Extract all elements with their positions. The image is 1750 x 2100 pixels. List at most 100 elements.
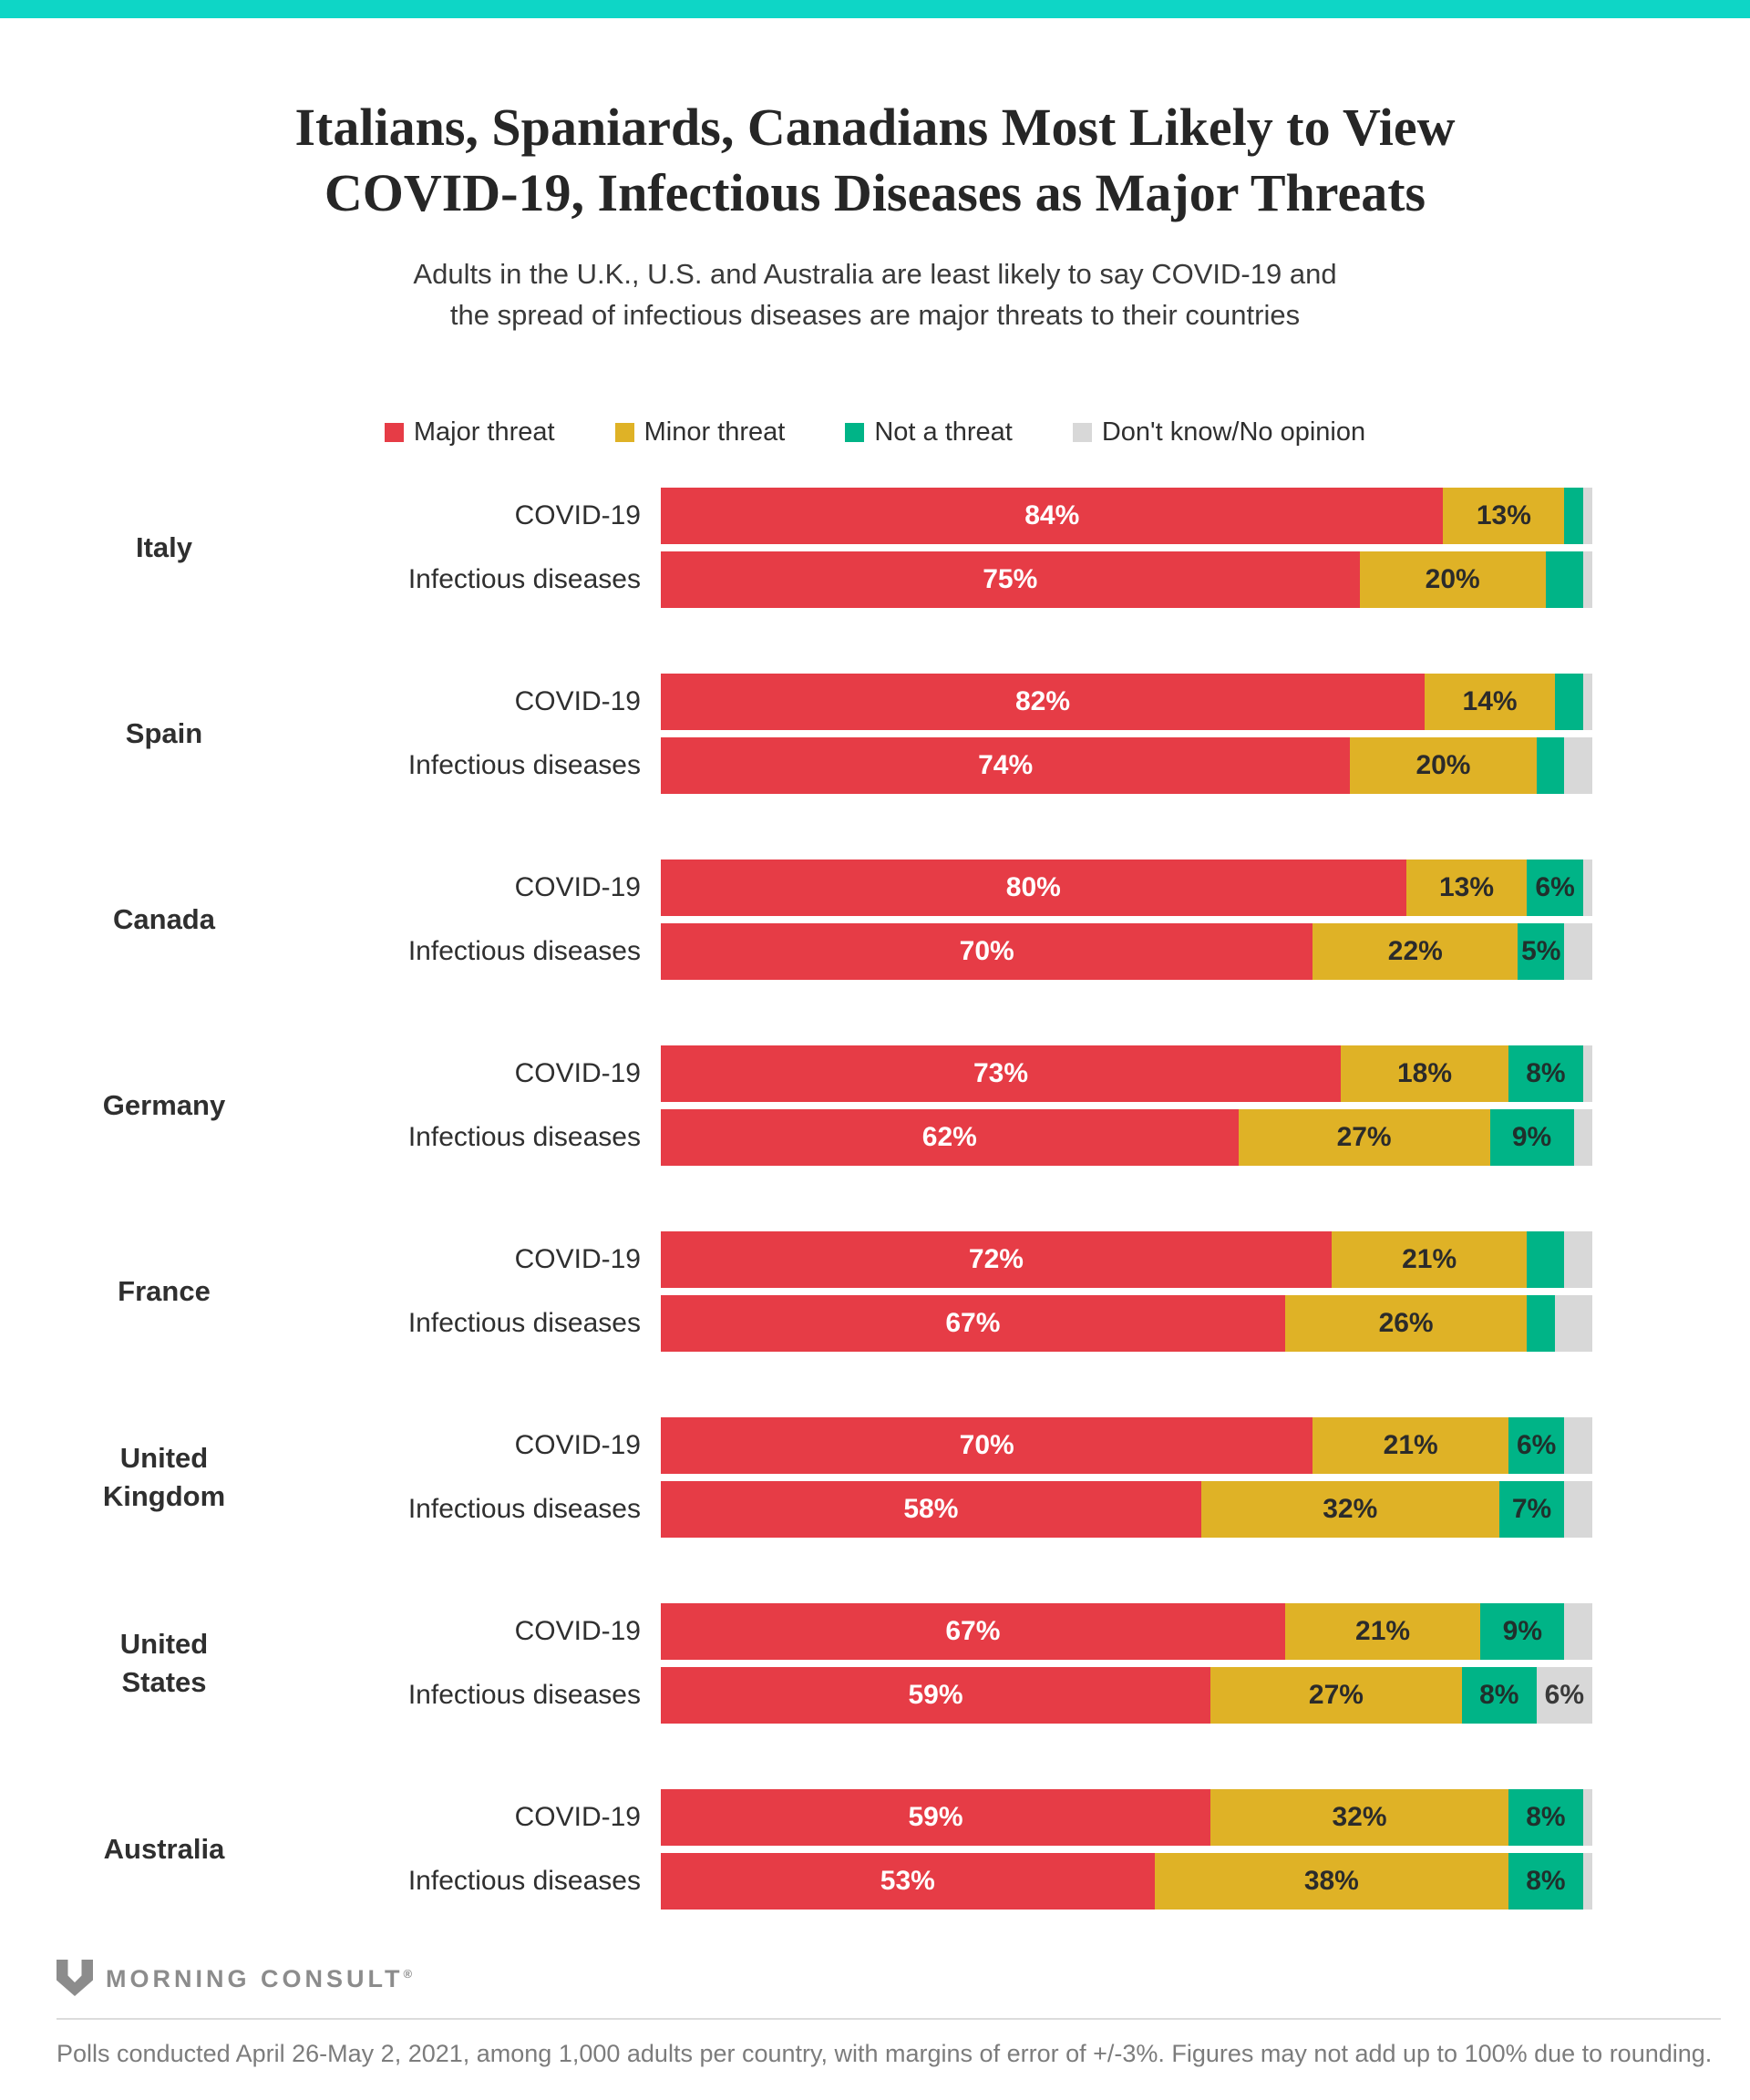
segment-minor: 27% (1210, 1667, 1462, 1724)
segment-minor: 13% (1443, 488, 1565, 545)
segment-major: 75% (661, 551, 1360, 609)
country-group-united-kingdom: United Kingdom COVID-19 70% 21% 6% Infectious … (0, 1417, 1750, 1539)
stacked-bar-chart: Italy COVID-19 84% 13% Infectious diseases 75… (0, 488, 1750, 1910)
bar-track: 72% 21% (661, 1231, 1592, 1289)
segment-dont_know (1582, 1853, 1592, 1910)
segment-minor: 22% (1312, 923, 1518, 981)
legend-item-not-a-threat: Not a threat (845, 417, 1013, 448)
segment-major: 73% (661, 1045, 1342, 1103)
segment-dont_know (1573, 1109, 1592, 1167)
segment-dont_know (1582, 551, 1592, 609)
bar-row-covid-19: COVID-19 67% 21% 9% (328, 1603, 1592, 1661)
segment-dont_know (1582, 860, 1592, 917)
segment-minor: 18% (1341, 1045, 1508, 1103)
bar-track: 75% 20% (661, 551, 1592, 609)
row-label: COVID-19 (514, 500, 641, 531)
bar-row-infectious-diseases: Infectious diseases 59% 27% 8% 6% (328, 1667, 1592, 1724)
morning-consult-mark-icon (57, 1960, 93, 1996)
bar-row-infectious-diseases: Infectious diseases 53% 38% 8% (328, 1853, 1592, 1910)
segment-not_threat: 7% (1498, 1481, 1565, 1539)
row-label: Infectious diseases (407, 750, 641, 781)
segment-major: 67% (661, 1603, 1285, 1661)
segment-not_threat: 6% (1527, 860, 1583, 917)
legend-swatch-not-threat (845, 423, 865, 443)
bar-row-covid-19: COVID-19 84% 13% (328, 488, 1592, 545)
row-label: COVID-19 (514, 1616, 641, 1647)
segment-not_threat (1527, 1231, 1565, 1289)
segment-not_threat: 9% (1480, 1603, 1565, 1661)
bar-track: 67% 21% 9% (661, 1603, 1592, 1661)
segment-not_threat: 8% (1461, 1667, 1537, 1724)
legend-item-minor-threat: Minor threat (614, 417, 785, 448)
segment-not_threat (1564, 488, 1583, 545)
segment-not_threat: 8% (1508, 1853, 1583, 1910)
segment-major: 80% (661, 860, 1406, 917)
segment-dont_know (1564, 737, 1592, 795)
chart-subtitle-line2: the spread of infectious diseases are ma… (449, 299, 1301, 332)
bar-track: 70% 22% 5% (661, 923, 1592, 981)
row-label: Infectious diseases (407, 1866, 641, 1897)
row-label: Infectious diseases (407, 1308, 641, 1339)
segment-major: 74% (661, 737, 1351, 795)
country-label: Spain (125, 717, 203, 750)
row-label: COVID-19 (514, 686, 641, 717)
country-group-spain: Spain COVID-19 82% 14% Infectious diseases 74… (0, 674, 1750, 795)
chart-title: Italians, Spaniards, Canadians Most Like… (36, 95, 1714, 226)
bar-track: 62% 27% 9% (661, 1109, 1592, 1167)
country-group-united-states: United States COVID-19 67% 21% 9% Infectious d… (0, 1603, 1750, 1724)
segment-dont_know (1555, 1295, 1592, 1353)
bar-track: 53% 38% 8% (661, 1853, 1592, 1910)
row-label: COVID-19 (514, 1430, 641, 1461)
segment-minor: 20% (1350, 737, 1537, 795)
bar-track: 58% 32% 7% (661, 1481, 1592, 1539)
bar-row-infectious-diseases: Infectious diseases 62% 27% 9% (328, 1109, 1592, 1167)
country-group-germany: Germany COVID-19 73% 18% 8% Infectious diseas… (0, 1045, 1750, 1167)
legend-label-dont-know: Don't know/No opinion (1101, 417, 1366, 448)
segment-not_threat (1545, 551, 1583, 609)
bar-row-infectious-diseases: Infectious diseases 70% 22% 5% (328, 923, 1592, 981)
segment-major: 53% (661, 1853, 1155, 1910)
segment-not_threat: 6% (1508, 1417, 1565, 1475)
bar-track: 84% 13% (661, 488, 1592, 545)
country-label: Italy (135, 531, 193, 564)
row-label: COVID-19 (514, 872, 641, 903)
chart-subtitle-line1: Adults in the U.K., U.S. and Australia a… (413, 257, 1337, 290)
bar-track: 59% 32% 8% (661, 1789, 1592, 1847)
segment-major: 59% (661, 1667, 1210, 1724)
segment-major: 72% (661, 1231, 1332, 1289)
segment-not_threat (1536, 737, 1565, 795)
legend-swatch-major (384, 423, 404, 443)
segment-dont_know (1582, 1789, 1592, 1847)
source-note: Polls conducted April 26-May 2, 2021, am… (57, 2040, 1713, 2067)
footer: MORNING CONSULT® Polls conducted April 2… (57, 1960, 1721, 2093)
segment-minor: 13% (1405, 860, 1528, 917)
legend-item-dont-know: Don't know/No opinion (1072, 417, 1366, 448)
segment-dont_know (1564, 1481, 1592, 1539)
bar-row-covid-19: COVID-19 80% 13% 6% (328, 860, 1592, 917)
segment-not_threat: 9% (1489, 1109, 1574, 1167)
segment-dont_know (1564, 923, 1592, 981)
segment-dont_know (1582, 1045, 1592, 1103)
segment-dont_know (1582, 488, 1592, 545)
segment-minor: 26% (1284, 1295, 1528, 1353)
chart-subtitle: Adults in the U.K., U.S. and Australia a… (319, 253, 1431, 336)
logo-text: MORNING CONSULT® (106, 1965, 417, 1992)
legend-swatch-dont-know (1072, 423, 1092, 443)
row-label: Infectious diseases (407, 1122, 641, 1153)
segment-major: 58% (661, 1481, 1201, 1539)
country-label: United Kingdom (102, 1442, 226, 1513)
segment-dont_know (1564, 1231, 1592, 1289)
segment-minor: 32% (1200, 1481, 1499, 1539)
bar-row-covid-19: COVID-19 73% 18% 8% (328, 1045, 1592, 1103)
country-label: France (118, 1275, 211, 1308)
segment-dont_know (1582, 674, 1592, 731)
segment-dont_know (1564, 1417, 1592, 1475)
segment-minor: 20% (1359, 551, 1546, 609)
country-group-italy: Italy COVID-19 84% 13% Infectious diseases 75… (0, 488, 1750, 609)
row-label: Infectious diseases (407, 564, 641, 595)
segment-major: 70% (661, 1417, 1313, 1475)
bar-track: 70% 21% 6% (661, 1417, 1592, 1475)
row-label: Infectious diseases (407, 1680, 641, 1711)
segment-not_threat: 8% (1508, 1789, 1583, 1847)
bar-row-infectious-diseases: Infectious diseases 75% 20% (328, 551, 1592, 609)
